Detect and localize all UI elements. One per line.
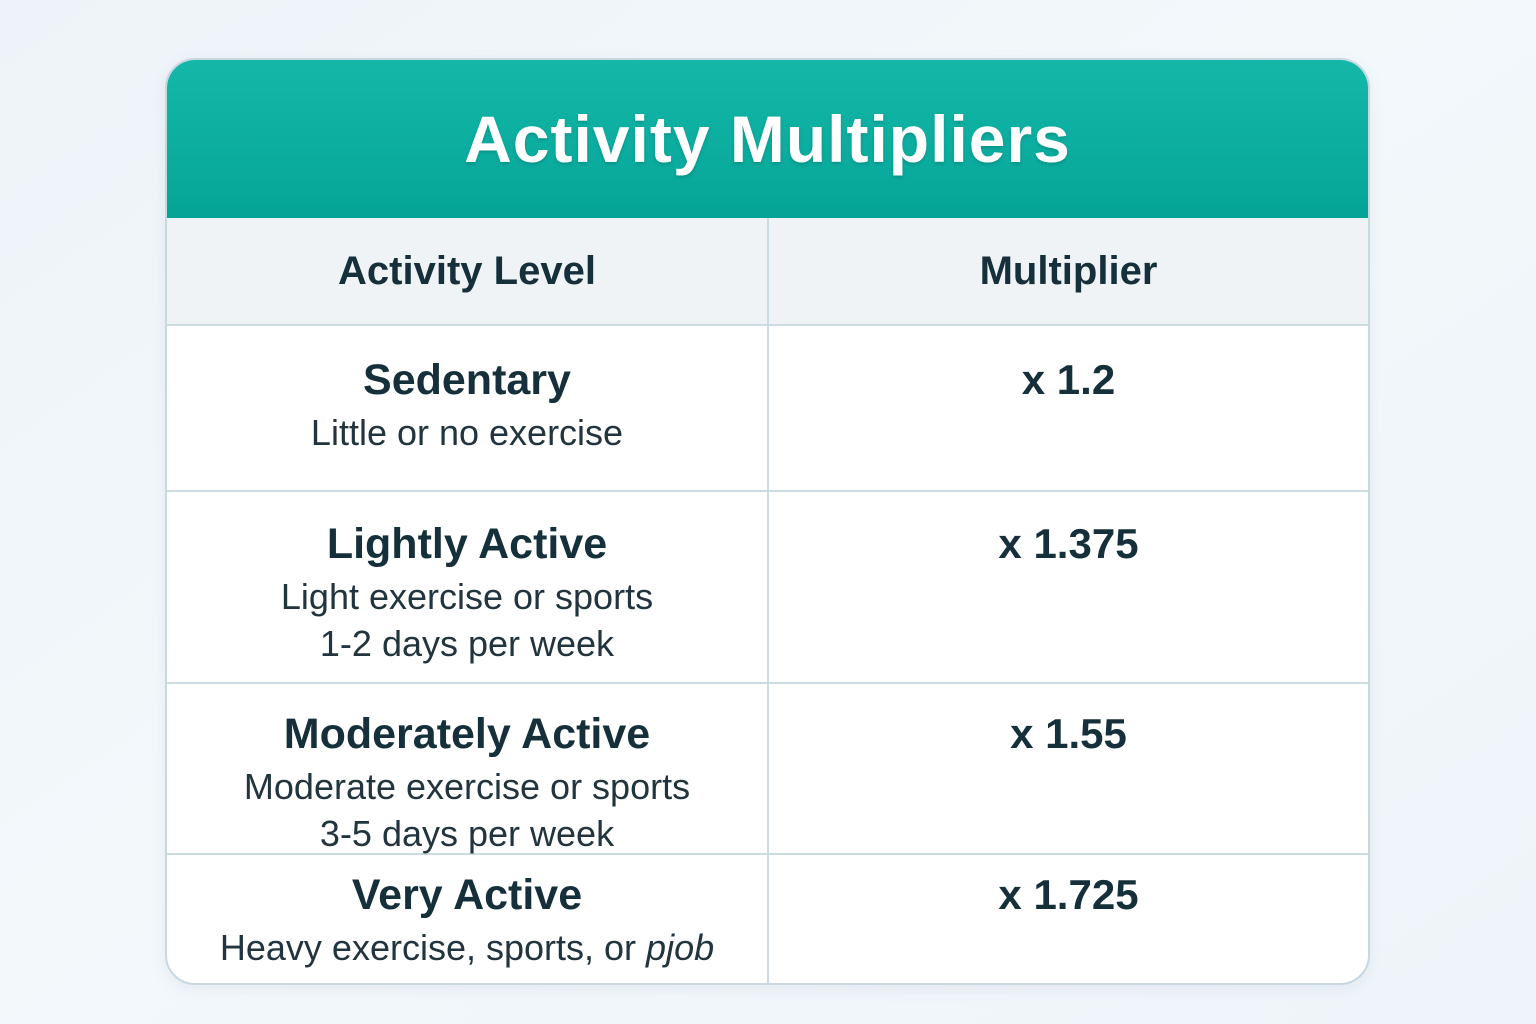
activity-level-cell: Very Active Heavy exercise, sports, or p… (167, 855, 767, 983)
page-title: Activity Multipliers (464, 102, 1071, 176)
activity-description-italic: pjob (646, 927, 715, 969)
column-header-activity-level: Activity Level (338, 248, 596, 293)
activity-description-text: Light exercise or sports 1-2 days per we… (280, 576, 654, 664)
activity-description-text: Moderate exercise or sports 3-5 days per… (243, 766, 691, 854)
activity-level-cell: Moderately Active Moderate exercise or s… (167, 684, 767, 857)
column-header-multiplier: Multiplier (767, 218, 1368, 324)
table-row-lightly-active: Lightly Active Light exercise or sports … (167, 490, 1368, 682)
multiplier-value: x 1.375 (998, 520, 1139, 567)
activity-title: Lightly Active (326, 520, 608, 568)
activity-description-text: Little or no exercise (310, 412, 624, 454)
activity-description-text: Heavy exercise, sports, or (219, 927, 647, 969)
multipliers-table: Activity Level Multiplier Sedentary Litt… (167, 218, 1368, 983)
activity-description: Heavy exercise, sports, or pjob (220, 925, 714, 971)
activity-title: Very Active (351, 871, 583, 919)
multiplier-cell: x 1.725 (767, 855, 1368, 983)
multiplier-value: x 1.725 (998, 871, 1139, 918)
table-header-row: Activity Level Multiplier (167, 218, 1368, 324)
activity-description: Moderate exercise or sports 3-5 days per… (244, 764, 690, 856)
activity-title: Sedentary (363, 356, 571, 404)
card-title-bar: Activity Multipliers (167, 60, 1368, 218)
activity-level-cell: Sedentary Little or no exercise (167, 326, 767, 490)
activity-description: Light exercise or sports 1-2 days per we… (281, 574, 653, 666)
multiplier-cell: x 1.2 (767, 326, 1368, 490)
activity-level-cell: Lightly Active Light exercise or sports … (167, 492, 767, 682)
activity-title: Moderately Active (283, 710, 651, 758)
table-row-very-active: Very Active Heavy exercise, sports, or p… (167, 853, 1368, 983)
multiplier-value: x 1.2 (1021, 356, 1116, 403)
activity-multipliers-card: Activity Multipliers Activity Level Mult… (165, 58, 1370, 985)
table-row-moderately-active: Moderately Active Moderate exercise or s… (167, 682, 1368, 857)
multiplier-cell: x 1.375 (767, 492, 1368, 682)
multiplier-value: x 1.55 (1010, 710, 1127, 757)
activity-description: Little or no exercise (311, 410, 623, 456)
table-row-sedentary: Sedentary Little or no exercise x 1.2 (167, 324, 1368, 490)
multiplier-cell: x 1.55 (767, 684, 1368, 857)
